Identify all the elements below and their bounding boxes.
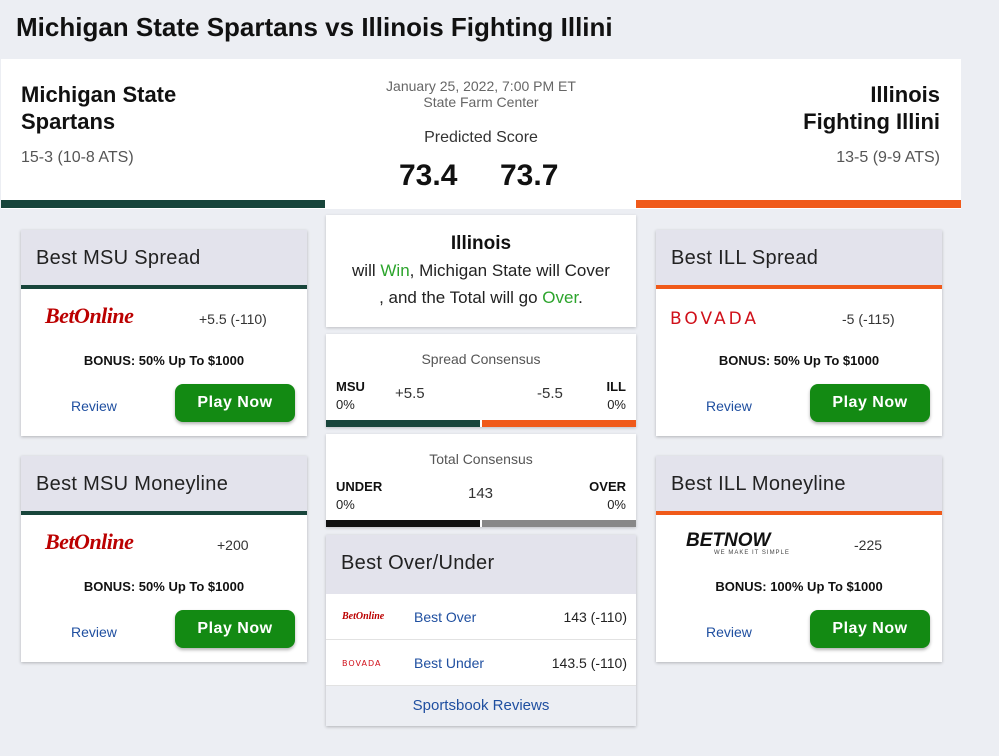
- over-under-row: BOVADA Best Under 143.5 (-110): [326, 640, 636, 686]
- best-under-link[interactable]: Best Under: [414, 655, 485, 671]
- betnow-logo[interactable]: BETNOW WE MAKE IT SIMPLE: [686, 530, 790, 556]
- card-title: Best MSU Moneyline: [21, 456, 307, 511]
- best-msu-spread-card: Best MSU Spread BetOnline +5.5 (-110) BO…: [21, 230, 307, 436]
- home-team: Illinois Fighting Illini 13-5 (9-9 ATS): [803, 81, 940, 167]
- best-over-odds: 143 (-110): [563, 609, 627, 625]
- spread-odds: -5 (-115): [842, 311, 895, 327]
- betonline-logo[interactable]: BetOnline: [45, 529, 134, 554]
- card-title: Best Over/Under: [326, 535, 636, 594]
- total-bar-under: [326, 520, 480, 527]
- card-title: Best MSU Spread: [21, 230, 307, 285]
- away-color-bar: [1, 200, 325, 208]
- play-now-button[interactable]: Play Now: [175, 384, 295, 422]
- card-title: Best ILL Spread: [656, 230, 942, 285]
- game-header: Michigan State Spartans 15-3 (10-8 ATS) …: [1, 59, 961, 209]
- away-team-record: 15-3 (10-8 ATS): [21, 149, 134, 166]
- game-info: January 25, 2022, 7:00 PM ET State Farm …: [331, 78, 631, 110]
- bonus-text: BONUS: 100% Up To $1000: [715, 579, 883, 594]
- betonline-logo[interactable]: BetOnline: [45, 303, 134, 328]
- total-bar-over: [482, 520, 636, 527]
- spread-consensus-right: ILL 0%: [606, 379, 627, 412]
- spread-consensus: Spread Consensus MSU 0% +5.5 -5.5 ILL 0%: [326, 334, 636, 427]
- best-over-under-card: Best Over/Under BetOnline Best Over 143 …: [326, 535, 636, 726]
- bovada-logo[interactable]: BOVADA: [670, 309, 760, 329]
- game-date: January 25, 2022, 7:00 PM ET: [386, 78, 576, 94]
- best-ill-spread-card: Best ILL Spread BOVADA -5 (-115) BONUS: …: [656, 230, 942, 436]
- betnow-tagline: WE MAKE IT SIMPLE: [714, 550, 790, 556]
- card-accent-line: [21, 511, 307, 515]
- total-consensus-title: Total Consensus: [429, 451, 533, 467]
- card-accent-line: [656, 285, 942, 289]
- predicted-score-label: Predicted Score: [424, 129, 538, 146]
- card-accent-line: [656, 511, 942, 515]
- play-now-button[interactable]: Play Now: [175, 610, 295, 648]
- card-title: Best ILL Moneyline: [656, 456, 942, 511]
- moneyline-odds: -225: [854, 537, 883, 553]
- bovada-logo[interactable]: BOVADA: [342, 659, 382, 668]
- spread-left-value: +5.5: [395, 385, 425, 402]
- prediction-summary: Illinois will Win, Michigan State will C…: [326, 215, 636, 327]
- home-team-record: 13-5 (9-9 ATS): [836, 149, 940, 166]
- review-link[interactable]: Review: [71, 398, 117, 414]
- best-ill-moneyline-card: Best ILL Moneyline BETNOW WE MAKE IT SIM…: [656, 456, 942, 662]
- home-color-bar: [636, 200, 961, 208]
- best-over-link[interactable]: Best Over: [414, 609, 477, 625]
- bonus-text: BONUS: 50% Up To $1000: [83, 353, 245, 368]
- spread-right-value: -5.5: [537, 385, 563, 402]
- over-label: Over: [542, 288, 579, 307]
- spread-bar-ill: [482, 420, 636, 427]
- total-consensus-left: UNDER 0%: [336, 479, 383, 512]
- review-link[interactable]: Review: [71, 624, 117, 640]
- betonline-logo[interactable]: BetOnline: [342, 611, 385, 622]
- best-msu-moneyline-card: Best MSU Moneyline BetOnline +200 BONUS:…: [21, 456, 307, 662]
- review-link[interactable]: Review: [706, 398, 752, 414]
- page-title: Michigan State Spartans vs Illinois Figh…: [16, 12, 613, 42]
- spread-odds: +5.5 (-110): [199, 311, 267, 327]
- away-team: Michigan State Spartans 15-3 (10-8 ATS): [21, 81, 176, 167]
- moneyline-odds: +200: [217, 537, 249, 553]
- total-consensus: Total Consensus UNDER 0% 143 OVER 0%: [326, 434, 636, 527]
- total-consensus-right: OVER 0%: [589, 479, 626, 512]
- bonus-text: BONUS: 50% Up To $1000: [718, 353, 880, 368]
- play-now-button[interactable]: Play Now: [810, 384, 930, 422]
- total-value: 143: [468, 485, 494, 502]
- home-team-name[interactable]: Illinois Fighting Illini: [803, 82, 940, 134]
- best-under-odds: 143.5 (-110): [551, 655, 627, 671]
- win-label: Win: [380, 261, 410, 280]
- spread-bar-msu: [326, 420, 480, 427]
- over-under-row: BetOnline Best Over 143 (-110): [326, 594, 636, 640]
- prediction-text: will Win, Michigan State will Cover , an…: [352, 261, 610, 307]
- bonus-text: BONUS: 50% Up To $1000: [83, 579, 245, 594]
- away-team-name[interactable]: Michigan State Spartans: [21, 82, 177, 134]
- card-accent-line: [21, 285, 307, 289]
- spread-consensus-title: Spread Consensus: [421, 351, 541, 367]
- play-now-button[interactable]: Play Now: [810, 610, 930, 648]
- review-link[interactable]: Review: [706, 624, 752, 640]
- home-predicted-score: 73.7: [500, 159, 559, 192]
- game-venue: State Farm Center: [423, 94, 539, 110]
- away-predicted-score: 73.4: [399, 159, 458, 192]
- spread-consensus-left: MSU 0%: [336, 379, 365, 412]
- sportsbook-reviews-link[interactable]: Sportsbook Reviews: [326, 686, 636, 726]
- predicted-winner: Illinois: [450, 233, 512, 254]
